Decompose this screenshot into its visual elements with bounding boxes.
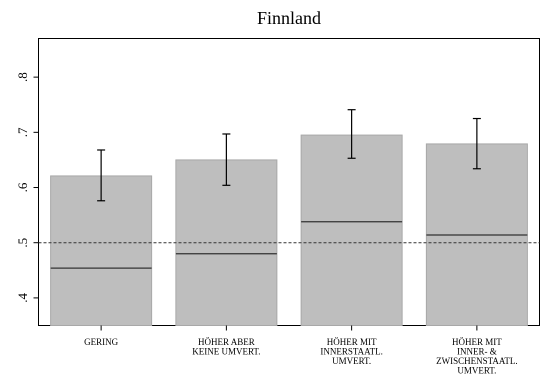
y-axis: .4 .5 .6 .7 .8 xyxy=(15,72,39,303)
bar xyxy=(300,134,403,326)
y-tick-label: .8 xyxy=(15,72,30,82)
chart-title: Finnland xyxy=(257,8,321,28)
x-tick-label: HÖHER MIT xyxy=(327,337,377,347)
plot-frame xyxy=(38,38,540,326)
x-tick-label: UMVERT. xyxy=(457,366,496,376)
y-tick-label: .5 xyxy=(15,238,30,248)
y-tick-label: .6 xyxy=(15,182,30,192)
x-tick-label: HÖHER MIT xyxy=(452,337,502,347)
x-tick-label: GERING xyxy=(84,337,118,347)
x-tick-label: ZWISCHENSTAATL. xyxy=(436,356,518,366)
x-tick-label: INNERSTAATL. xyxy=(320,347,383,357)
x-tick-label: KEINE UMVERT. xyxy=(192,347,260,357)
bars xyxy=(50,109,528,326)
x-tick-label: HÖHER ABER xyxy=(198,337,255,347)
x-tick-label: UMVERT. xyxy=(332,356,371,366)
y-tick-label: .7 xyxy=(15,127,30,137)
y-tick-label: .4 xyxy=(15,293,30,303)
x-tick-label: INNER- & xyxy=(457,347,497,357)
